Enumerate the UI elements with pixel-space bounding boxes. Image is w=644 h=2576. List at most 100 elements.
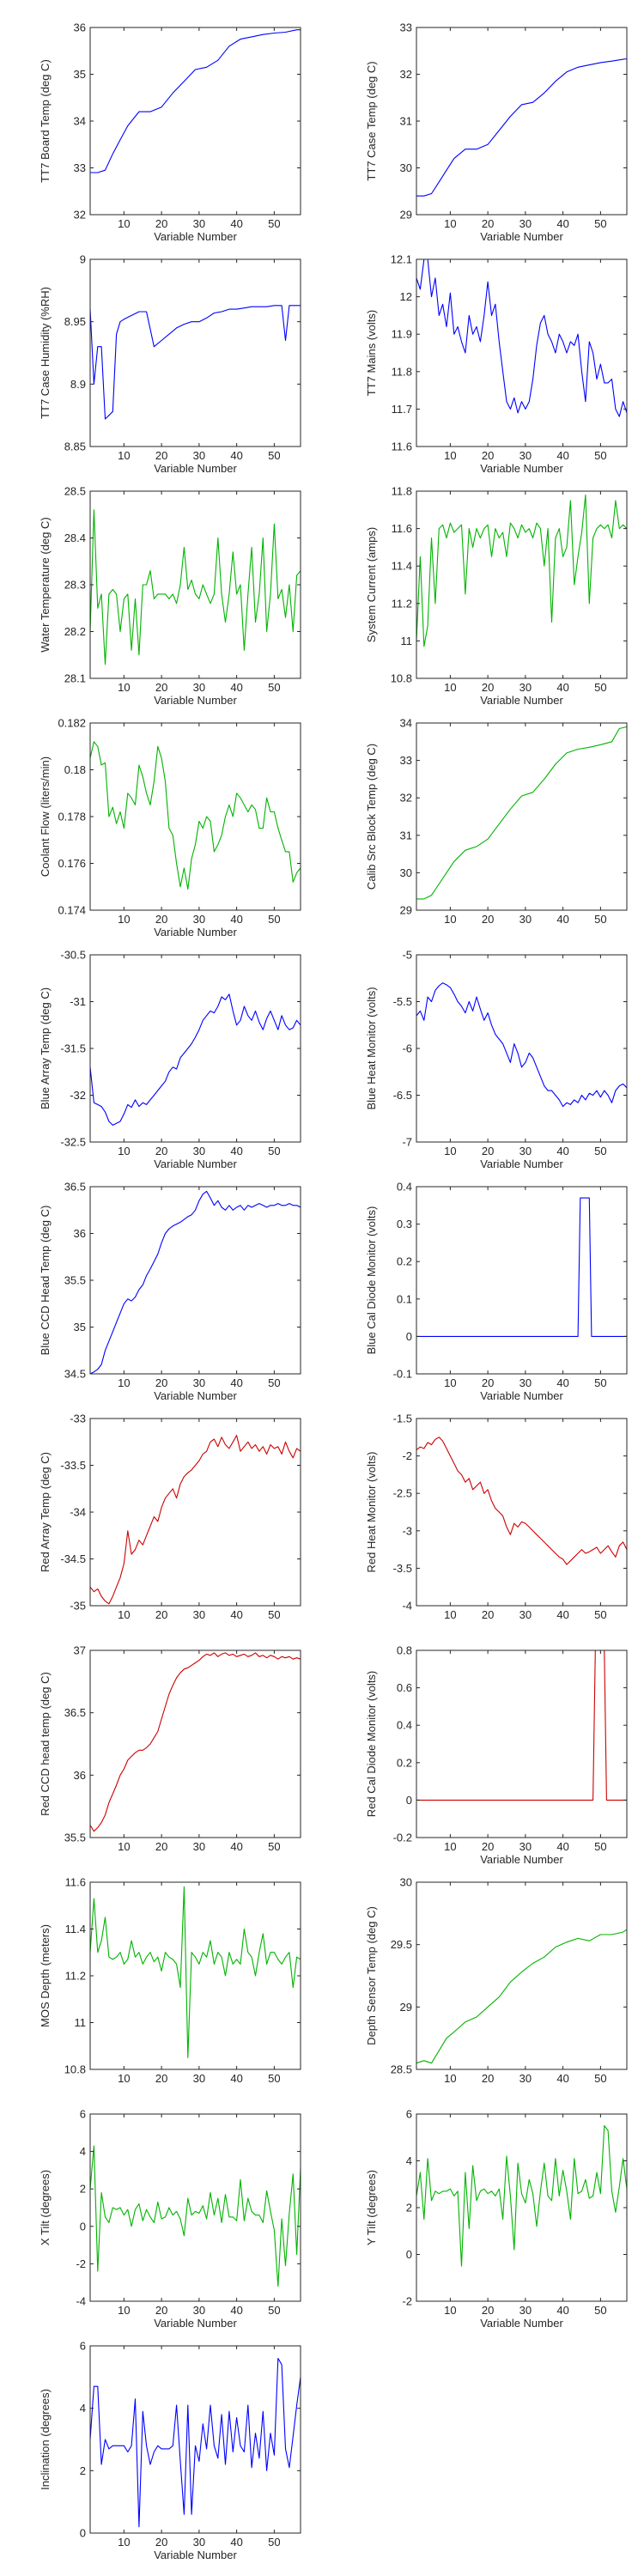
x-tick-label: 30 (193, 1145, 205, 1157)
x-tick-label: 20 (482, 2072, 494, 2085)
y-tick-label: 32 (74, 209, 86, 222)
x-tick-label: 40 (230, 2304, 242, 2317)
x-tick-label: 30 (193, 449, 205, 462)
chart-svg: 10 20 30 40 50 32 33 34 35 36 Variable Number TT7 B… (39, 21, 301, 243)
x-tick-label: 40 (230, 449, 242, 462)
x-tick-label: 30 (193, 1608, 205, 1621)
x-tick-label: 10 (118, 217, 130, 230)
y-tick-label: 11 (75, 2016, 87, 2029)
y-tick-label: 0.2 (397, 1756, 412, 1769)
x-axis-label: Variable Number (480, 1853, 563, 1866)
x-tick-label: 40 (556, 449, 568, 462)
y-axis-label: Blue CCD Head Temp (deg C) (39, 1206, 52, 1356)
y-tick-label: 2 (80, 2464, 86, 2477)
y-tick-label: 0.8 (397, 1644, 412, 1657)
chart-svg: 10 20 30 40 50 -32.5 -32 -31.5 -31 -30.5 Variable … (39, 949, 301, 1170)
x-tick-label: 20 (155, 913, 167, 926)
y-tick-label: 35 (74, 68, 86, 81)
y-tick-label: 11.8 (392, 485, 412, 498)
series-line (89, 1886, 301, 2058)
x-tick-label: 10 (118, 1840, 130, 1853)
x-tick-label: 20 (155, 681, 167, 694)
axes-frame (89, 2113, 301, 2302)
chart-panel-15: 10 20 30 40 50 35.5 36 36.5 37 Red CCD head temp … (0, 1623, 322, 1855)
y-tick-label: 28.5 (64, 485, 86, 498)
x-tick-label: 10 (444, 2304, 456, 2317)
x-tick-label: 50 (268, 449, 280, 462)
y-tick-label: 8.95 (64, 315, 86, 328)
series-line (416, 1649, 627, 1801)
y-tick-label: 36 (74, 1769, 86, 1782)
x-tick-label: 10 (444, 449, 456, 462)
chart-svg: 10 20 30 40 50 34.5 35 35.5 36 36.5 Variable Numbe… (39, 1181, 301, 1402)
x-tick-label: 50 (594, 1608, 606, 1621)
y-tick-label: 30 (400, 1876, 412, 1889)
x-axis-label: Variable Number (480, 1157, 563, 1170)
y-axis-label: TT7 Mains (volts) (365, 310, 378, 396)
x-tick-label: 10 (444, 2072, 456, 2085)
series-line (416, 1929, 628, 2064)
y-axis-label: X Tilt (degrees) (39, 2170, 52, 2245)
x-tick-label: 20 (482, 681, 494, 694)
x-tick-label: 20 (155, 2072, 167, 2085)
x-tick-label: 20 (155, 2536, 167, 2549)
y-tick-label: 29.5 (391, 1938, 412, 1951)
x-tick-label: 50 (594, 2072, 606, 2085)
y-axis-label: Depth Sensor Temp (deg C) (365, 1906, 378, 2045)
x-tick-label: 50 (594, 449, 606, 462)
chart-svg: 10 20 30 40 50 11.6 11.7 11.8 11.9 12 12.1 Variable… (365, 253, 628, 475)
y-tick-label: 34 (400, 717, 412, 730)
y-tick-label: 11 (401, 635, 413, 647)
y-tick-label: -35 (70, 1600, 86, 1613)
x-tick-label: 30 (519, 1376, 532, 1389)
x-axis-label: Variable Number (154, 230, 237, 243)
chart-panel-12: 10 20 30 40 50 -0.1 0 0.1 0.2 0.3 0.4 Variable Numb… (322, 1159, 644, 1402)
y-tick-label: 37 (74, 1644, 86, 1657)
series-line (416, 58, 628, 197)
y-tick-label: 36.5 (64, 1181, 86, 1194)
y-axis-label: Red CCD head temp (deg C) (39, 1672, 52, 1816)
x-tick-label: 40 (556, 681, 568, 694)
x-tick-label: 40 (230, 913, 242, 926)
y-tick-label: 11.6 (392, 522, 412, 535)
y-tick-label: 32 (400, 68, 412, 81)
x-tick-label: 40 (230, 681, 242, 694)
chart-svg: 10 20 30 40 50 28.5 29 29.5 30 Depth Sensor Temp … (365, 1876, 628, 2085)
x-tick-label: 40 (230, 1840, 242, 1853)
x-tick-label: 40 (230, 2536, 242, 2549)
series-line (416, 726, 628, 900)
x-tick-label: 20 (155, 1608, 167, 1621)
axes-frame (416, 1186, 628, 1375)
x-tick-label: 40 (556, 1145, 568, 1157)
chart-panel-19: 10 20 30 40 50 -4 -2 0 2 4 6 Variable Number X Tilt … (0, 2087, 322, 2330)
x-axis-label: Variable Number (154, 2317, 237, 2330)
y-tick-label: -2 (402, 2295, 412, 2308)
x-tick-label: 10 (118, 1608, 130, 1621)
x-tick-label: 50 (594, 2304, 606, 2317)
x-tick-label: 50 (268, 1608, 280, 1621)
y-tick-label: -31.5 (60, 1042, 86, 1055)
x-axis-label: Variable Number (480, 694, 563, 707)
axes-frame (416, 1649, 628, 1838)
series-line (89, 305, 301, 420)
y-tick-label: 11.4 (392, 560, 412, 573)
chart-panel-11: 10 20 30 40 50 34.5 35 35.5 36 36.5 Variable Numbe… (0, 1159, 322, 1402)
chart-panel-3: 10 20 30 40 50 8.85 8.9 8.95 9 Variable Number TT7… (0, 232, 322, 475)
x-tick-label: 40 (556, 1608, 568, 1621)
y-tick-label: -7 (402, 1136, 412, 1149)
y-tick-label: 11.8 (392, 365, 412, 378)
chart-svg: 10 20 30 40 50 29 30 31 32 33 Variable Number TT7 C… (365, 21, 628, 243)
y-tick-label: -4 (402, 1600, 412, 1613)
y-tick-label: 30 (400, 866, 412, 879)
y-tick-label: 11.9 (392, 328, 412, 341)
x-tick-label: 20 (482, 217, 494, 230)
y-tick-label: -5 (402, 949, 412, 962)
axes-frame (89, 490, 301, 679)
y-tick-label: 10.8 (64, 2063, 86, 2076)
y-tick-label: 0.3 (397, 1218, 412, 1230)
y-tick-label: 31 (400, 829, 412, 841)
axes-frame (416, 722, 628, 911)
x-tick-label: 10 (444, 217, 456, 230)
series-line (89, 2145, 301, 2287)
chart-svg: 10 20 30 40 50 29 30 31 32 33 34 Calib Src Block Te… (365, 717, 628, 926)
